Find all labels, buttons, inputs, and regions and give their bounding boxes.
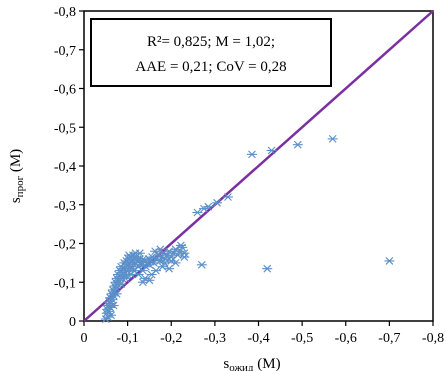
data-point: [384, 257, 395, 265]
data-point: [126, 264, 137, 273]
stats-annotation: R²= 0,825; M = 1,02; AAE = 0,21; CoV = 0…: [90, 18, 332, 87]
data-point: [292, 140, 303, 149]
y-axis-title: sпрог (M): [8, 149, 26, 203]
data-point: [192, 208, 203, 217]
x-axis-title: sожид (M): [223, 356, 280, 371]
y-axis-title-sub: прог: [14, 175, 26, 197]
data-point: [246, 150, 257, 159]
x-tick-label: -0,3: [204, 331, 226, 346]
data-point: [106, 311, 117, 320]
data-point: [212, 198, 223, 207]
data-point: [122, 270, 133, 279]
x-axis-title-main: s: [223, 356, 229, 371]
y-tick-label: 0: [69, 315, 76, 330]
x-tick-label: -0,5: [291, 331, 313, 346]
x-axis-ticks: 0 -0,1 -0,2 -0,3 -0,4 -0,5 -0,6 -0,7 -0,8: [81, 321, 444, 346]
x-tick-label: -0,4: [247, 331, 269, 346]
x-tick-label: -0,7: [378, 331, 400, 346]
x-axis-title-unit: (M): [254, 356, 281, 371]
y-tick-label: -0,4: [54, 160, 76, 175]
data-point: [150, 266, 161, 275]
data-point: [116, 280, 127, 289]
data-point: [262, 264, 273, 273]
data-points: [100, 134, 395, 323]
x-axis-title-sub: ожид: [229, 362, 254, 371]
data-point: [137, 266, 148, 275]
y-tick-label: -0,7: [54, 44, 76, 59]
data-point: [203, 202, 214, 211]
x-tick-label: -0,2: [160, 331, 182, 346]
data-point: [179, 253, 190, 261]
x-tick-label: 0: [81, 331, 88, 346]
data-point: [179, 249, 190, 258]
data-point: [266, 146, 277, 155]
data-point: [222, 193, 233, 201]
stats-line-1: R²= 0,825; M = 1,02;: [147, 34, 275, 50]
data-point: [327, 134, 338, 143]
data-point: [159, 258, 170, 267]
y-axis-title-main: s: [8, 197, 24, 203]
y-tick-label: -0,5: [54, 121, 76, 136]
data-point: [111, 289, 122, 298]
y-tick-label: -0,2: [54, 238, 76, 253]
data-point: [108, 301, 119, 310]
data-point: [137, 278, 148, 287]
data-point: [175, 241, 186, 250]
stats-line-2: AAE = 0,21; CoV = 0,28: [135, 59, 286, 75]
y-tick-label: -0,6: [54, 83, 76, 98]
x-tick-label: -0,6: [335, 331, 357, 346]
y-axis-ticks: 0 -0,1 -0,2 -0,3 -0,4 -0,5 -0,6 -0,7 -0,8: [54, 5, 84, 330]
data-point: [164, 264, 175, 273]
data-point: [120, 274, 131, 283]
y-axis-title-unit: (M): [8, 149, 24, 176]
stats-box: [90, 18, 332, 87]
y-tick-label: -0,3: [54, 199, 76, 214]
data-point: [134, 249, 145, 258]
y-tick-label: -0,8: [54, 5, 76, 20]
data-point: [123, 251, 134, 260]
x-tick-label: -0,1: [117, 331, 139, 346]
y-tick-label: -0,1: [54, 276, 76, 291]
data-point: [155, 245, 166, 254]
x-tick-label: -0,8: [422, 331, 444, 346]
data-point: [196, 260, 207, 269]
